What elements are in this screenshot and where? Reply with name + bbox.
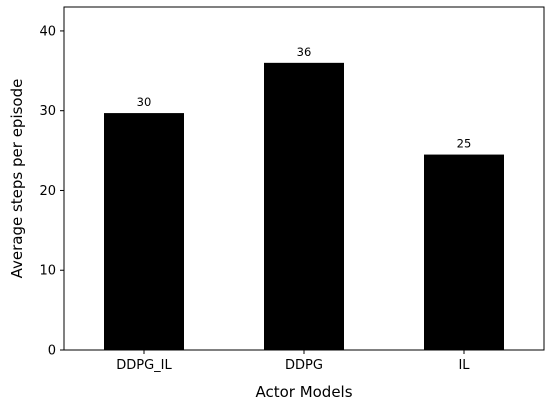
y-axis-title: Average steps per episode [8, 79, 26, 279]
x-tick-label: DDPG [285, 358, 323, 373]
bars [104, 62, 504, 350]
x-axis-title: Actor Models [255, 383, 352, 401]
data-label: 36 [297, 45, 312, 59]
data-label: 30 [137, 95, 152, 109]
y-tick-label: 20 [39, 184, 56, 199]
x-tick-label: IL [458, 358, 470, 373]
bar-il [424, 154, 504, 350]
y-axis-ticks: 0 10 20 30 40 [39, 24, 64, 359]
y-tick-label: 10 [39, 264, 56, 279]
x-tick-label: DDPG_IL [116, 358, 172, 373]
data-labels: 30 36 25 [137, 45, 472, 151]
x-axis-ticks: DDPG_IL DDPG IL [116, 350, 470, 373]
y-tick-label: 30 [39, 104, 56, 119]
y-tick-label: 40 [39, 24, 56, 39]
bar-ddpg-il [104, 113, 184, 350]
data-label: 25 [457, 137, 472, 151]
y-tick-label: 0 [48, 344, 56, 359]
bar-ddpg [264, 62, 344, 350]
